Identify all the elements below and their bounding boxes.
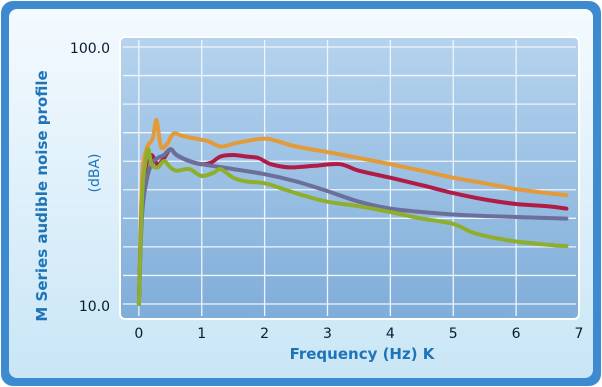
series-line-4 [136,147,569,306]
x-tick-label-5: 5 [449,326,458,342]
y-tick-label-100: 100.0 [70,41,110,57]
x-tick-label-4: 4 [386,326,395,342]
x-tick-labels: 0 1 2 3 4 5 6 7 [134,326,583,342]
y-axis-title: M Series audible noise profile [33,70,51,321]
x-tick-label-3: 3 [323,326,332,342]
grid-lines [123,40,576,316]
series-layer [136,117,569,306]
y-tick-label-10: 10.0 [79,299,110,315]
x-axis-title: Frequency (Hz) K [290,345,436,363]
x-tick-label-0: 0 [134,326,143,342]
series-line-2 [136,147,569,306]
plot-area [119,36,580,320]
series-line-3 [136,147,569,306]
x-tick-label-6: 6 [512,326,521,342]
x-tick-label-7: 7 [575,326,584,342]
x-tick-label-1: 1 [197,326,206,342]
x-tick-label-2: 2 [260,326,269,342]
y-axis-unit: (dBA) [87,154,103,193]
series-line-1 [136,117,569,306]
